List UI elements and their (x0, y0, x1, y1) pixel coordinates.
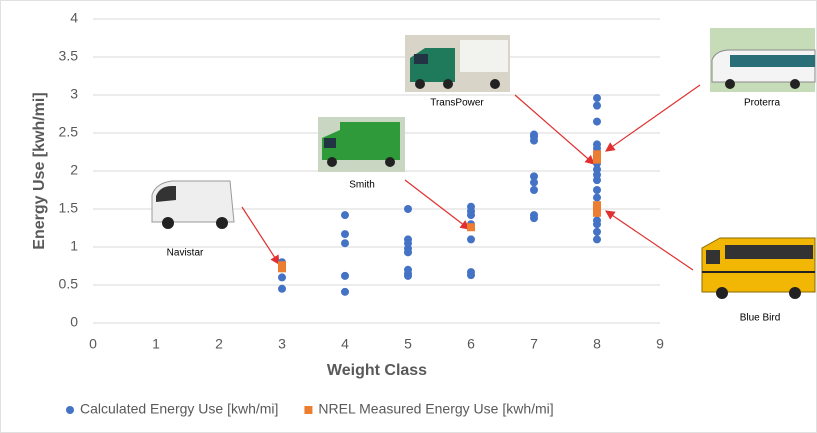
point (593, 201, 601, 210)
point (593, 144, 601, 153)
point (593, 117, 601, 126)
x-tick-label: 6 (467, 336, 475, 352)
point (593, 227, 601, 236)
x-tick-label: 7 (530, 336, 538, 352)
annotation: Proterra (744, 98, 781, 109)
y-tick-label: 2.5 (59, 124, 79, 140)
point (593, 220, 601, 229)
y-tick-label: 3 (70, 86, 78, 102)
point (278, 284, 286, 293)
point (593, 176, 601, 185)
y-tick-label: 2 (70, 162, 78, 178)
x-tick-label: 4 (341, 336, 349, 352)
point (593, 208, 601, 217)
legend-label: Calculated Energy Use [kwh/mi] (80, 401, 278, 417)
y-tick-label: 0.5 (59, 276, 79, 292)
point (404, 205, 412, 213)
point (278, 264, 286, 273)
annotation: Smith (349, 180, 375, 191)
smith-image (318, 117, 405, 172)
point (593, 150, 601, 159)
x-tick-label: 0 (89, 336, 97, 352)
point (530, 172, 538, 181)
vehicle-images (151, 28, 816, 299)
point (341, 239, 349, 248)
point (278, 273, 286, 282)
x-tick-label: 9 (656, 336, 664, 352)
point (593, 235, 601, 244)
y-axis-title: Energy Use [kwh/mi] (31, 92, 48, 249)
annotation: TransPower (430, 98, 484, 109)
point (467, 211, 475, 220)
navistar-image (151, 180, 235, 229)
point (593, 101, 601, 110)
transpower-image (405, 35, 510, 92)
point (404, 248, 412, 257)
point (530, 186, 538, 194)
legend-marker (304, 406, 313, 414)
point (530, 136, 538, 145)
y-tick-label: 1 (70, 238, 78, 254)
point (467, 223, 475, 232)
annotation-arrows (241, 84, 701, 271)
point (593, 193, 601, 202)
legend-marker (66, 406, 74, 414)
x-tick-label: 5 (404, 336, 412, 352)
point (467, 235, 475, 244)
point (341, 271, 349, 280)
point (341, 211, 349, 220)
x-axis-title: Weight Class (327, 362, 427, 379)
legend-label: NREL Measured Energy Use [kwh/mi] (318, 401, 553, 417)
point (530, 178, 538, 187)
y-tick-label: 4 (70, 10, 78, 26)
y-tick-label: 0 (70, 314, 78, 330)
annotation: Navistar (167, 248, 204, 259)
point (593, 155, 601, 164)
x-tick-label: 8 (593, 336, 601, 352)
annotation: Blue Bird (740, 313, 781, 324)
point (593, 94, 601, 103)
bluebird-image (701, 237, 816, 299)
x-tick-label: 3 (278, 336, 286, 352)
point (530, 214, 538, 223)
y-tick-label: 3.5 (59, 48, 79, 64)
point (341, 287, 349, 296)
y-tick-label: 1.5 (59, 200, 79, 216)
point (341, 230, 349, 239)
point (593, 186, 601, 194)
x-tick-label: 1 (152, 336, 160, 352)
x-tick-label: 2 (215, 336, 223, 352)
point (404, 271, 412, 280)
proterra-image (710, 28, 816, 92)
point (467, 271, 475, 280)
